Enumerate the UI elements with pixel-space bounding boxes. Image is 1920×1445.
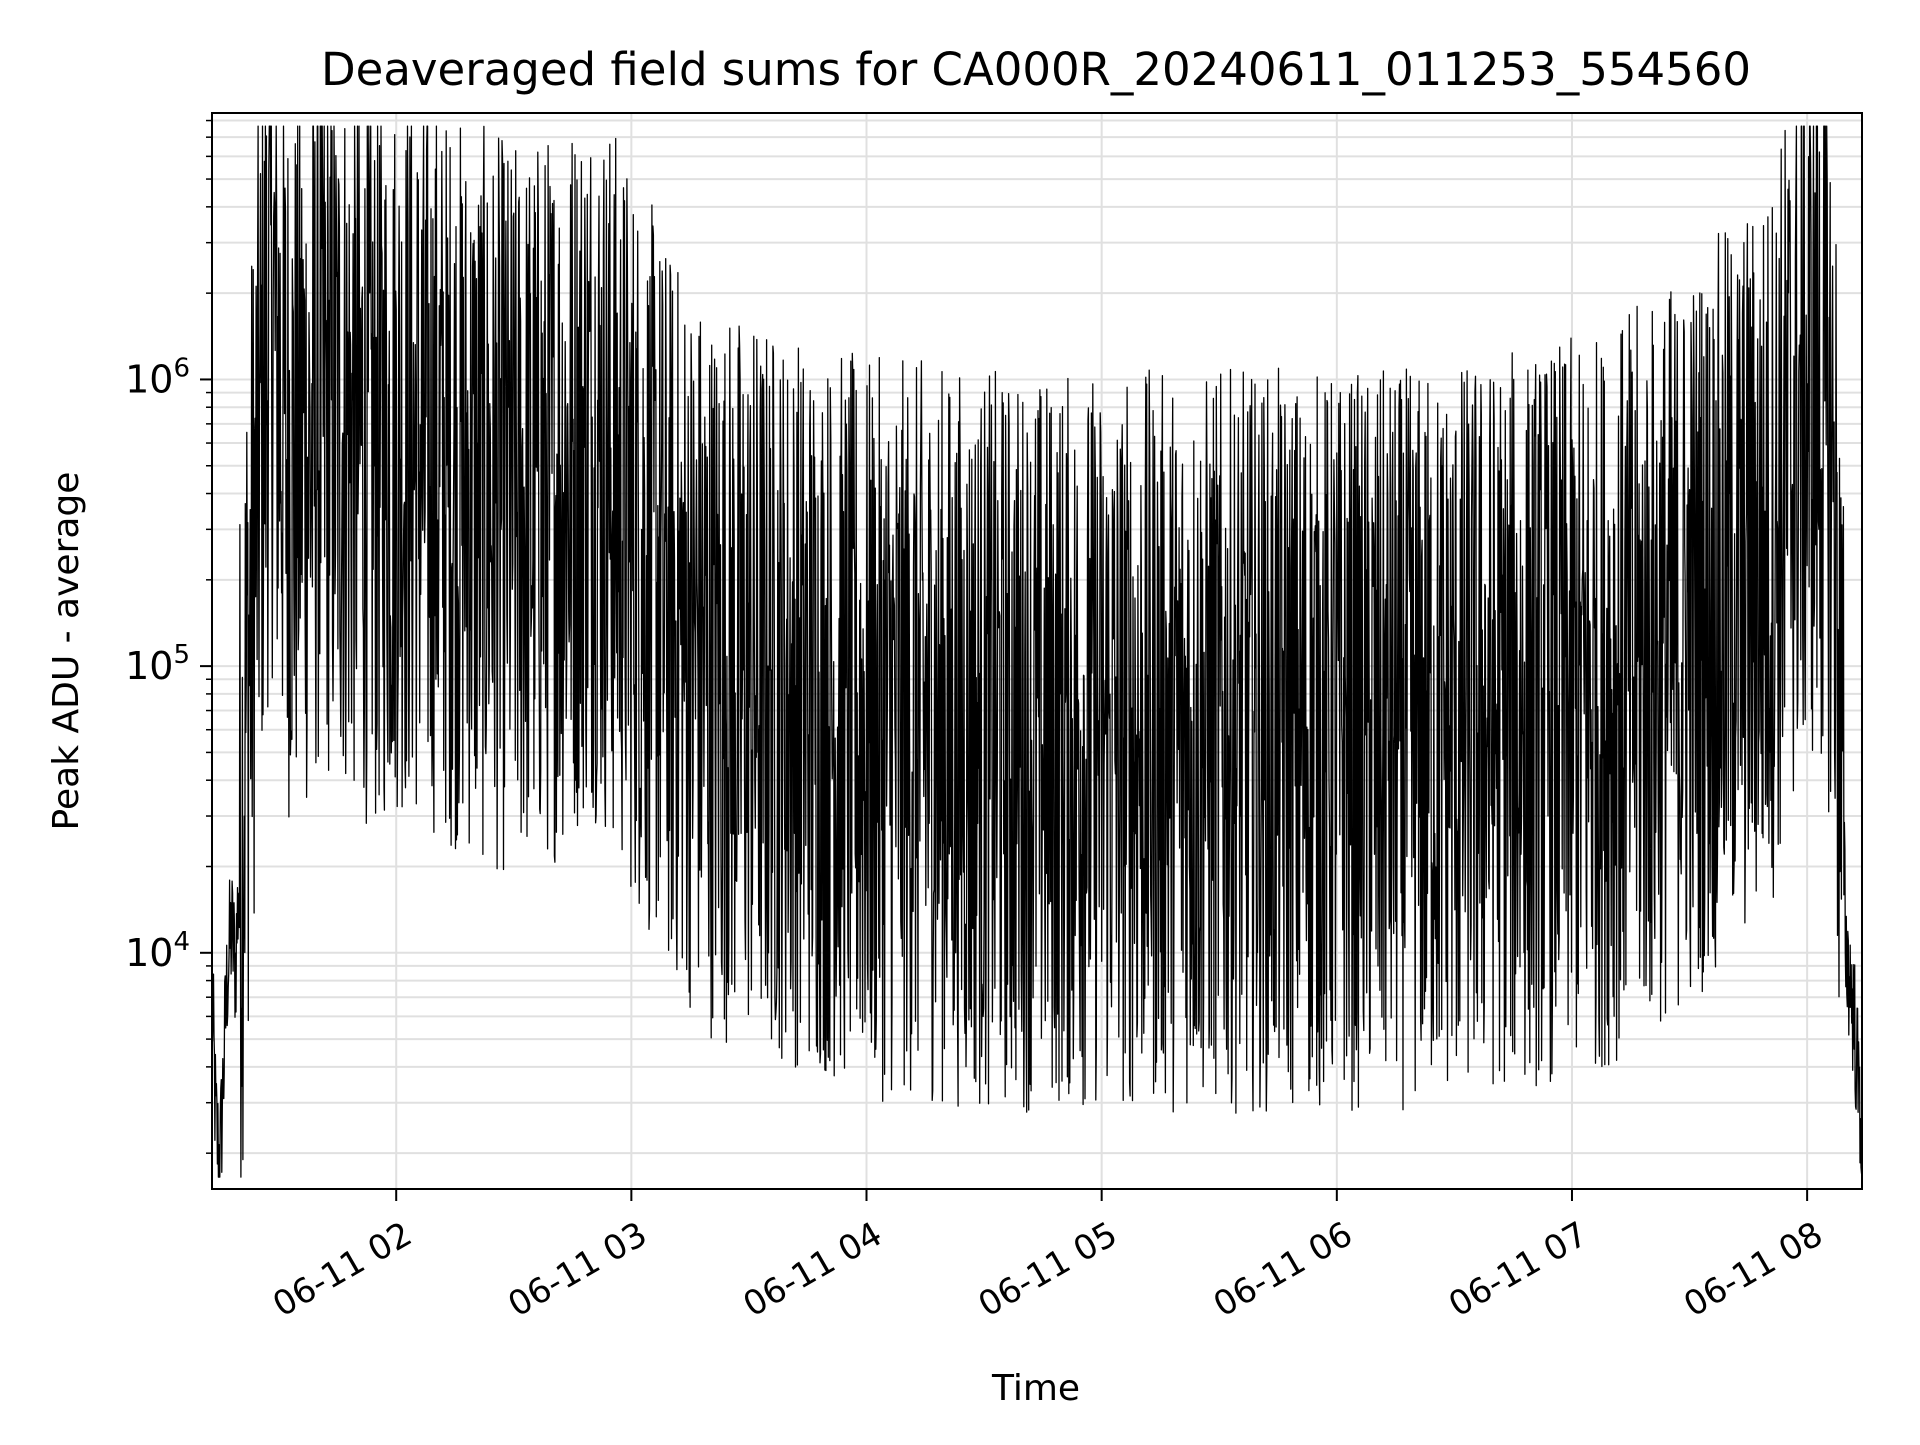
data-line-layer [211,125,1863,1178]
chart-title: Deaveraged field sums for CA000R_2024061… [321,43,1751,96]
series-line [211,125,1863,1178]
y-axis-ticks: 104 105 106 [125,119,212,1154]
x-axis-label: Time [991,1368,1080,1409]
plot-frame [211,112,1863,1190]
y-tick-label: 105 [125,640,190,688]
y-tick-label: 104 [125,927,190,975]
y-axis-label: Peak ADU - average [46,472,87,831]
y-tick-label: 106 [125,353,190,401]
